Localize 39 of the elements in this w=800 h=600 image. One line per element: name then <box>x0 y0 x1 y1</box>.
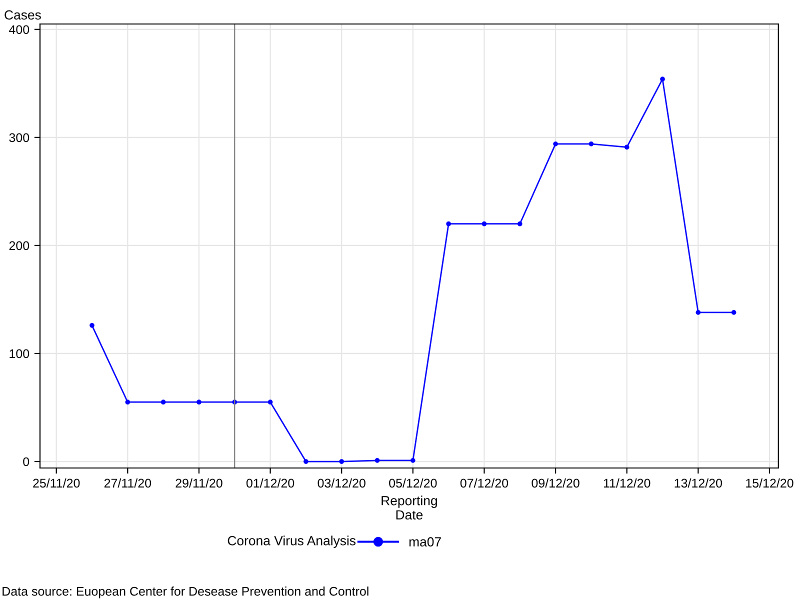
x-tick-label: 27/11/20 <box>104 478 152 488</box>
point <box>339 459 344 464</box>
point <box>588 141 594 146</box>
point <box>660 76 665 82</box>
point <box>624 144 630 150</box>
x-tick-label: 13/12/20 <box>674 478 722 488</box>
x-axis-title: Reporting Date <box>382 496 437 520</box>
point <box>482 221 487 226</box>
point <box>90 322 94 328</box>
x-tick-label: 01/12/20 <box>246 478 294 488</box>
point <box>517 221 522 226</box>
point <box>410 458 416 463</box>
x-tick-label: 03/12/20 <box>318 478 366 488</box>
point <box>268 400 273 405</box>
point <box>125 400 130 405</box>
point <box>196 400 202 405</box>
x-tick-label: 11/12/20 <box>604 478 650 488</box>
legend-title: Corona Virus Analysis <box>228 536 356 548</box>
x-tick-label: 05/12/20 <box>389 478 437 488</box>
point <box>696 310 701 315</box>
y-tick-label: 300 <box>9 133 30 142</box>
y-tick-label: 200 <box>9 241 30 250</box>
source-note: Data source: Euopean Center for Desease Prevention and Control <box>2 586 368 598</box>
point <box>731 310 736 315</box>
x-tick-label: 25/11/20 <box>33 478 80 488</box>
point <box>374 458 380 463</box>
y-axis-title: Cases <box>4 10 41 20</box>
y-tick-label: 0 <box>23 457 30 466</box>
legend-label: ma07 <box>409 537 441 547</box>
x-tick-label: 29/11/20 <box>176 478 222 488</box>
point <box>553 141 558 146</box>
point <box>304 459 308 464</box>
x-tick-label: 07/12/20 <box>460 478 508 488</box>
point <box>160 400 166 405</box>
point <box>446 221 451 226</box>
x-tick-label: 09/12/20 <box>532 478 580 488</box>
y-tick-label: 100 <box>10 349 30 358</box>
y-tick-label: 400 <box>9 25 30 34</box>
x-tick-label: 15/12/20 <box>746 478 794 488</box>
